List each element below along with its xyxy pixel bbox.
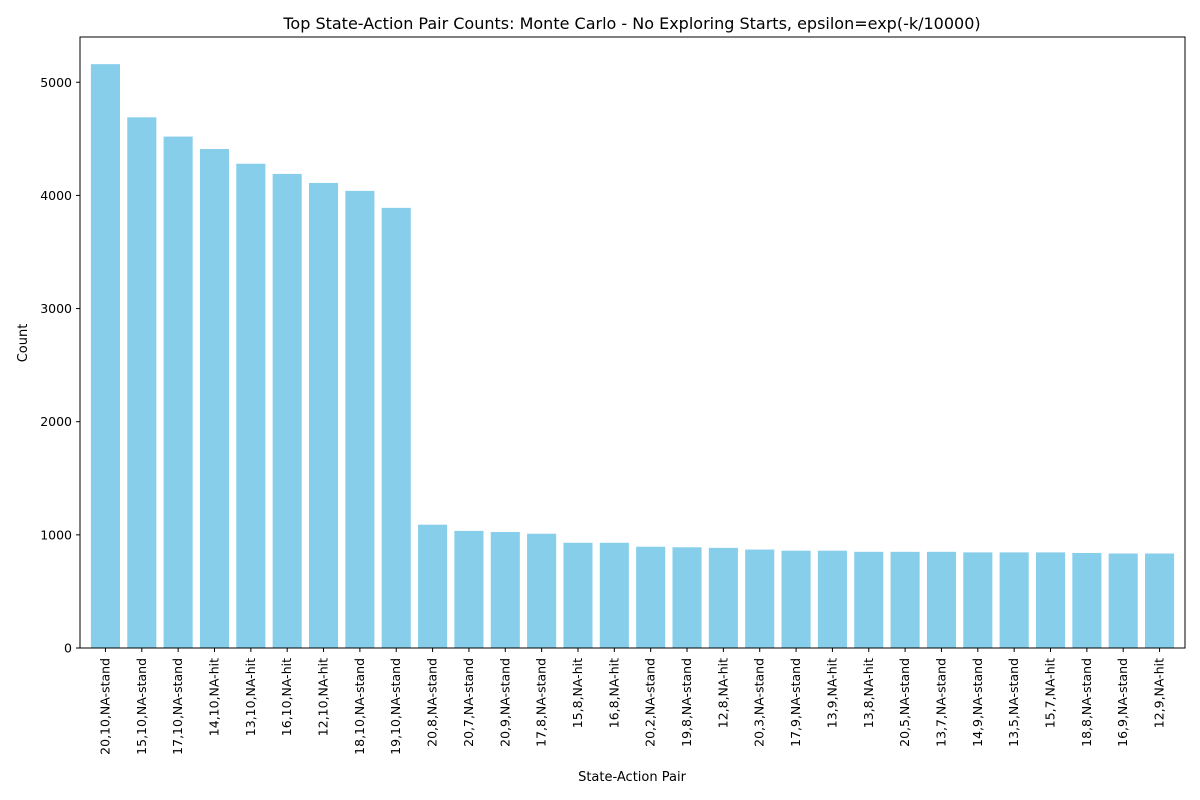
- y-tick-label: 2000: [40, 414, 72, 429]
- bar-17,10,NA-stand: [163, 136, 193, 648]
- x-tick-label: 20,10,NA-stand: [97, 658, 112, 755]
- bar-17,9,NA-stand: [781, 550, 811, 648]
- plot-frame: [79, 36, 1186, 649]
- x-tick-label: 18,8,NA-stand: [1079, 658, 1094, 747]
- bar-20,9,NA-stand: [490, 532, 520, 648]
- y-tick-label: 5000: [40, 75, 72, 90]
- x-tick-label: 12,9,NA-hit: [1152, 658, 1167, 728]
- x-tick-label: 20,2,NA-stand: [643, 658, 658, 747]
- x-tick-label: 16,9,NA-stand: [1115, 658, 1130, 747]
- bar-19,8,NA-stand: [672, 547, 702, 648]
- x-tick-label: 15,10,NA-stand: [134, 658, 149, 755]
- bar-12,8,NA-hit: [708, 547, 738, 648]
- x-tick-label: 20,9,NA-stand: [497, 658, 512, 747]
- x-axis-label: State-Action Pair: [578, 770, 686, 785]
- bar-13,10,NA-hit: [236, 163, 266, 648]
- x-tick-label: 20,5,NA-stand: [897, 658, 912, 747]
- x-tick-label: 13,8,NA-hit: [861, 658, 876, 728]
- x-tick-label: 18,10,NA-stand: [352, 658, 367, 755]
- x-tick-label: 20,7,NA-stand: [461, 658, 476, 747]
- bar-20,5,NA-stand: [890, 551, 920, 648]
- x-tick-label: 15,7,NA-hit: [1043, 658, 1058, 728]
- bar-13,9,NA-hit: [817, 550, 847, 648]
- bar-17,8,NA-stand: [527, 533, 557, 648]
- x-axis-ticks: 20,10,NA-stand 15,10,NA-stand 17,10,NA-sta…: [97, 648, 1167, 755]
- bar-15,10,NA-stand: [127, 117, 157, 648]
- bar-16,8,NA-hit: [599, 542, 629, 648]
- bar-20,7,NA-stand: [454, 530, 484, 648]
- x-tick-label: 17,8,NA-stand: [534, 658, 549, 747]
- x-tick-label: 14,9,NA-stand: [970, 658, 985, 747]
- bar-20,10,NA-stand: [90, 64, 120, 648]
- bar-20,2,NA-stand: [636, 546, 666, 648]
- x-tick-label: 13,10,NA-hit: [243, 658, 258, 736]
- bar-12,9,NA-hit: [1145, 553, 1175, 648]
- bar-12,10,NA-hit: [308, 182, 339, 648]
- bar-13,8,NA-hit: [854, 551, 884, 648]
- x-tick-label: 20,8,NA-stand: [425, 658, 440, 747]
- bar-14,9,NA-stand: [963, 552, 993, 648]
- bar-19,10,NA-stand: [381, 207, 411, 648]
- bar-16,9,NA-stand: [1108, 553, 1138, 648]
- x-tick-label: 17,10,NA-stand: [170, 658, 185, 755]
- x-tick-label: 16,8,NA-hit: [606, 658, 621, 728]
- bar-13,7,NA-stand: [926, 551, 957, 648]
- y-axis-label: Count: [16, 324, 31, 363]
- chart-title: Top State-Action Pair Counts: Monte Carl…: [282, 14, 980, 33]
- x-tick-label: 20,3,NA-stand: [752, 658, 767, 747]
- bar-18,8,NA-stand: [1072, 552, 1102, 648]
- y-axis-ticks: 0 1000 2000 3000 4000 5000: [40, 75, 80, 656]
- x-tick-label: 12,8,NA-hit: [715, 658, 730, 728]
- x-tick-label: 13,9,NA-hit: [824, 658, 839, 728]
- bar-15,7,NA-hit: [1035, 552, 1066, 648]
- x-tick-label: 19,8,NA-stand: [679, 658, 694, 747]
- bar-14,10,NA-hit: [199, 149, 230, 648]
- x-tick-label: 13,5,NA-stand: [1006, 658, 1021, 747]
- y-tick-label: 1000: [40, 527, 72, 542]
- bar-20,8,NA-stand: [418, 524, 448, 648]
- x-tick-label: 17,9,NA-stand: [788, 658, 803, 747]
- x-tick-label: 16,10,NA-hit: [279, 658, 294, 736]
- x-tick-label: 15,8,NA-hit: [570, 658, 585, 728]
- x-tick-label: 19,10,NA-stand: [388, 658, 403, 755]
- bar-18,10,NA-stand: [345, 190, 375, 649]
- bar-16,10,NA-hit: [272, 173, 302, 649]
- bar-13,5,NA-stand: [999, 552, 1029, 648]
- x-tick-label: 12,10,NA-hit: [316, 658, 331, 736]
- bars-group: [90, 64, 1175, 649]
- x-tick-label: 14,10,NA-hit: [206, 658, 221, 736]
- y-tick-label: 3000: [40, 301, 72, 316]
- bar-15,8,NA-hit: [563, 542, 593, 648]
- y-tick-label: 0: [64, 641, 72, 656]
- y-tick-label: 4000: [40, 188, 72, 203]
- x-tick-label: 13,7,NA-stand: [933, 658, 948, 747]
- bar-20,3,NA-stand: [745, 549, 775, 648]
